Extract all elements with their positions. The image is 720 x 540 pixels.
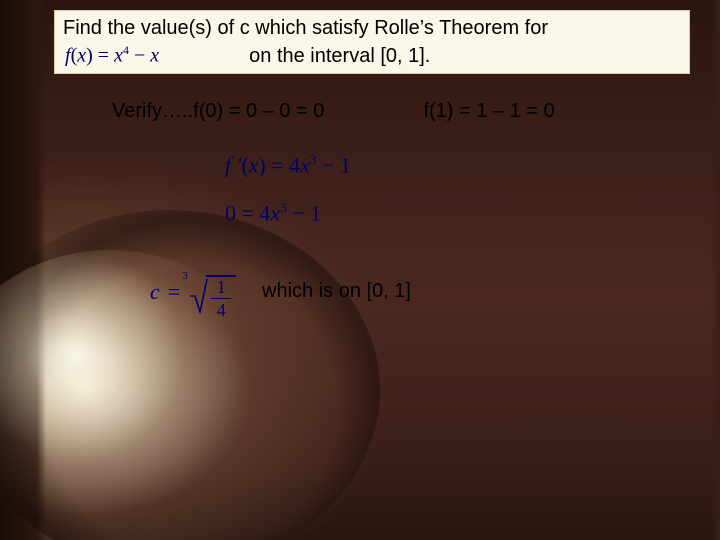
eq-equals: = bbox=[93, 45, 114, 67]
title-line2: f(x) = x4 − x on the interval [0, 1]. bbox=[63, 42, 681, 70]
eq-x: x bbox=[77, 45, 86, 67]
left-band-decoration bbox=[0, 0, 46, 540]
d1-tail: − 1 bbox=[316, 152, 350, 177]
frac-den: 4 bbox=[210, 301, 232, 319]
eq-x4-base: x bbox=[114, 45, 123, 67]
derivative-eq1: f '(x) = 4x3 − 1 bbox=[225, 152, 351, 178]
sphere-shadow-decoration bbox=[0, 210, 380, 540]
which-is-on-text: which is on [0, 1] bbox=[262, 280, 411, 303]
radical-icon bbox=[190, 272, 208, 314]
d1-base: x bbox=[300, 152, 310, 177]
eq-close: ) bbox=[86, 45, 93, 67]
d2-tail: − 1 bbox=[287, 200, 321, 225]
sol-c: c bbox=[150, 279, 160, 305]
verify-left: Verify…..f(0) = 0 – 0 = 0 bbox=[112, 100, 324, 122]
derivative-eq2: 0 = 4x3 − 1 bbox=[225, 200, 321, 226]
frac-num: 1 bbox=[210, 278, 232, 296]
right-edge-decoration bbox=[710, 0, 720, 540]
root-index: 3 bbox=[182, 270, 188, 282]
d1-var: x bbox=[249, 152, 259, 177]
d2-lhs: 0 bbox=[225, 200, 236, 225]
slide: Find the value(s) of c which satisfy Rol… bbox=[0, 0, 720, 540]
d1-lhs: f ' bbox=[225, 152, 241, 177]
verify-right: f(1) = 1 – 1 = 0 bbox=[423, 100, 554, 122]
sol-eq: = bbox=[168, 279, 180, 305]
eq-minus: − bbox=[129, 45, 150, 67]
title-box: Find the value(s) of c which satisfy Rol… bbox=[54, 10, 690, 74]
title-equation: f(x) = x4 − x bbox=[65, 42, 159, 70]
d1-close: ) bbox=[258, 152, 265, 177]
frac-bar bbox=[211, 298, 231, 299]
d1-coef: 4 bbox=[289, 152, 300, 177]
d2-base: x bbox=[270, 200, 280, 225]
title-line1: Find the value(s) of c which satisfy Rol… bbox=[63, 15, 681, 42]
d2-coef: 4 bbox=[259, 200, 270, 225]
fraction: 1 4 bbox=[210, 278, 232, 319]
d1-eq: = bbox=[266, 152, 289, 177]
title-interval: on the interval [0, 1]. bbox=[249, 43, 430, 70]
solution-equation: c = 3 1 4 bbox=[150, 268, 240, 316]
cube-root: 3 1 4 bbox=[188, 268, 240, 316]
verify-line: Verify…..f(0) = 0 – 0 = 0 f(1) = 1 – 1 =… bbox=[112, 100, 672, 123]
d2-eq: = bbox=[236, 200, 259, 225]
eq-x-tail: x bbox=[150, 45, 159, 67]
d1-open: ( bbox=[241, 152, 248, 177]
